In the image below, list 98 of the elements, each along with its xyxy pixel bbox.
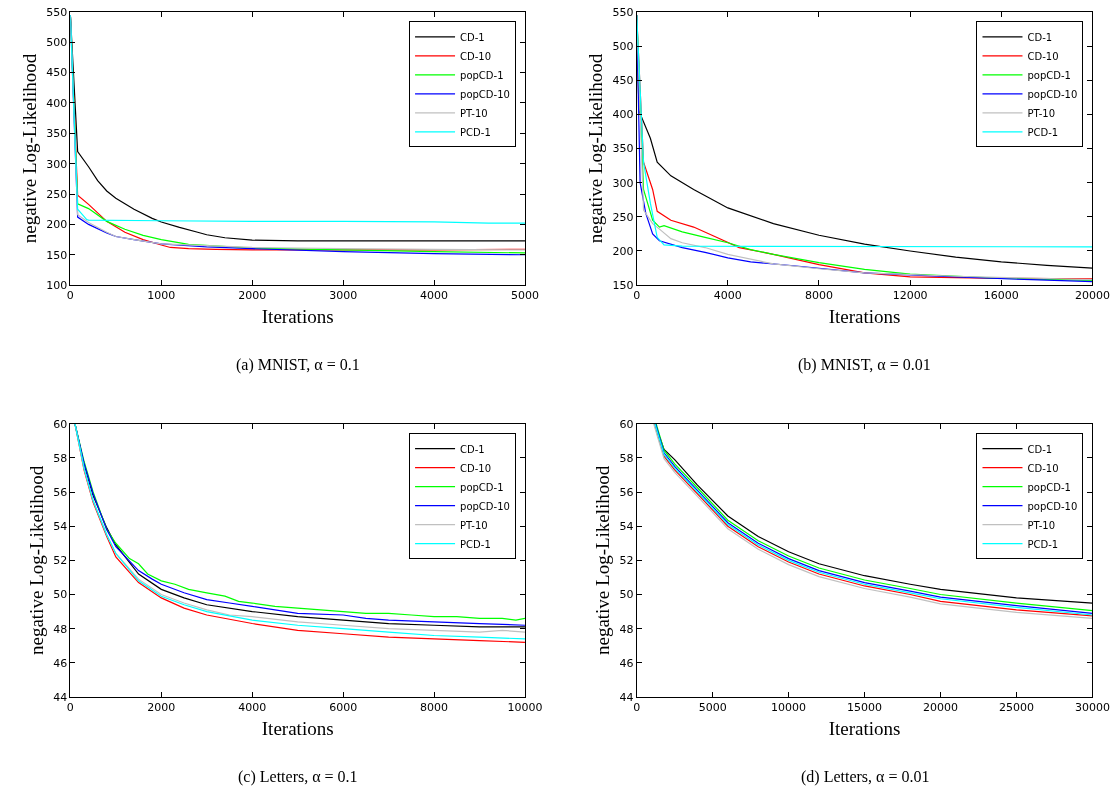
legend-label: popCD-10 [460,500,510,512]
y-tick-label: 44 [619,690,634,704]
legend-label: CD-1 [1027,31,1053,43]
y-tick-label: 150 [46,248,68,262]
x-tick-label: 8000 [804,289,833,303]
y-tick-label: 450 [612,74,634,88]
legend-label: CD-1 [460,443,485,455]
legend-label: CD-1 [460,31,485,43]
y-tick-label: 100 [46,278,68,292]
x-tick-label: 4000 [713,289,742,303]
x-tick-label: 3000 [329,289,358,303]
text: (b) MNIST, α = 0.01 [798,356,931,374]
x-tick-label: 20000 [923,701,959,715]
x-tick-label: 5000 [510,289,539,303]
text: (d) Letters, α = 0.01 [801,768,930,786]
y-tick-label: 350 [46,127,68,141]
y-tick-label: 50 [53,588,68,602]
x-axis-title: Iterations [828,306,901,328]
y-tick-label: 400 [46,96,68,110]
legend-label: CD-1 [1027,443,1053,455]
y-tick-label: 300 [46,157,68,171]
y-axis-title: negative Log-Likelihood [585,53,607,244]
text: (a) MNIST, α = 0.1 [236,356,360,374]
x-tick-label: 25000 [998,701,1034,715]
x-tick-label: 16000 [983,289,1019,303]
y-tick-label: 44 [53,690,68,704]
text: (c) Letters, α = 0.1 [238,768,358,786]
y-tick-label: 58 [53,451,68,465]
y-tick-label: 48 [619,622,634,636]
y-tick-label: 50 [619,588,634,602]
y-tick-label: 52 [619,554,634,568]
x-tick-label: 20000 [1074,289,1110,303]
y-tick-label: 56 [619,485,634,499]
legend-label: CD-10 [460,50,492,62]
x-tick-label: 2000 [238,289,267,303]
legend-label: popCD-1 [460,69,504,81]
x-tick-label: 10000 [771,701,807,715]
y-axis-title: negative Log-Likelihood [592,465,614,656]
y-tick-label: 58 [619,451,634,465]
legend-label: PCD-1 [460,126,491,138]
legend-label: PT-10 [1027,107,1056,119]
legend-label: popCD-1 [1027,69,1071,81]
y-tick-label: 200 [612,244,634,258]
legend-label: CD-10 [1027,462,1059,474]
y-axis-title: negative Log-Likelihood [19,53,41,244]
y-tick-label: 60 [619,417,634,431]
y-tick-label: 60 [53,417,68,431]
x-axis-title: Iterations [261,717,334,739]
legend-label: CD-10 [1027,50,1059,62]
legend-label: PCD-1 [460,538,491,550]
x-tick-label: 10000 [507,701,543,715]
y-tick-label: 500 [46,36,68,50]
x-tick-label: 5000 [698,701,727,715]
y-axis-title: negative Log-Likelihood [26,465,48,656]
x-tick-label: 0 [66,289,74,303]
y-tick-label: 52 [53,554,68,568]
y-tick-label: 48 [53,622,68,636]
y-tick-label: 46 [53,656,68,670]
y-tick-label: 300 [612,176,634,190]
x-tick-label: 12000 [892,289,928,303]
x-axis-title: Iterations [828,717,901,739]
y-tick-label: 250 [46,187,68,201]
y-tick-label: 150 [612,278,634,292]
y-tick-label: 56 [53,485,68,499]
x-axis-title: Iterations [261,306,334,328]
x-tick-label: 0 [66,701,74,715]
legend-label: popCD-10 [1027,88,1078,100]
y-tick-label: 550 [612,5,634,19]
y-tick-label: 550 [46,5,68,19]
x-tick-label: 15000 [847,701,883,715]
x-tick-label: 4000 [420,289,449,303]
x-tick-label: 0 [633,701,641,715]
legend-label: popCD-10 [460,88,510,100]
y-tick-label: 54 [53,520,68,534]
legend-label: PT-10 [1027,519,1056,531]
legend-label: popCD-1 [460,481,504,493]
y-tick-label: 250 [612,210,634,224]
legend-label: popCD-10 [1027,500,1078,512]
legend-label: popCD-1 [1027,481,1071,493]
y-tick-label: 450 [46,66,68,80]
x-tick-label: 0 [633,289,641,303]
x-tick-label: 4000 [238,701,267,715]
legend-label: PT-10 [460,107,488,119]
x-tick-label: 6000 [329,701,358,715]
legend-label: PCD-1 [1027,538,1059,550]
legend-label: PCD-1 [1027,126,1059,138]
y-tick-label: 200 [46,218,68,232]
y-tick-label: 400 [612,108,634,122]
x-tick-label: 30000 [1074,701,1110,715]
legend-label: PT-10 [460,519,488,531]
legend-label: CD-10 [460,462,492,474]
y-tick-label: 500 [612,39,634,53]
x-tick-label: 2000 [147,701,176,715]
x-tick-label: 8000 [420,701,449,715]
y-tick-label: 46 [619,656,634,670]
y-tick-label: 350 [612,142,634,156]
y-tick-label: 54 [619,520,634,534]
x-tick-label: 1000 [147,289,176,303]
